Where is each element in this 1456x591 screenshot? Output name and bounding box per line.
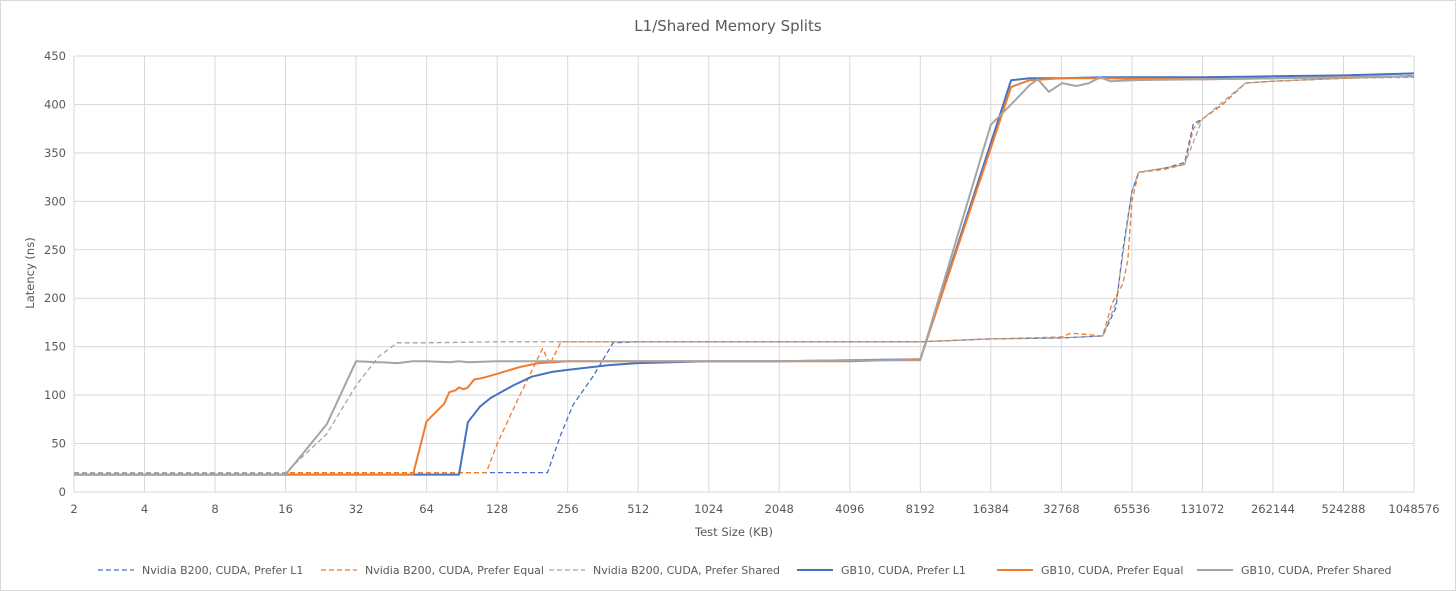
y-tick-label: 400 (44, 97, 66, 111)
series-line-2 (74, 75, 1415, 474)
series-line-3 (74, 76, 1415, 474)
x-tick-label: 512 (627, 502, 649, 516)
x-tick-label: 1048576 (1388, 502, 1439, 516)
y-tick-label: 150 (44, 340, 66, 354)
y-tick-label: 250 (44, 243, 66, 257)
legend: Nvidia B200, CUDA, Prefer L1 Nvidia B200,… (98, 564, 1391, 577)
y-tick-label: 350 (44, 146, 66, 160)
y-axis-title: Latency (ns) (23, 237, 37, 308)
legend-label: Nvidia B200, CUDA, Prefer Shared (593, 564, 780, 577)
y-tick-label: 100 (44, 388, 66, 402)
series-line-6 (74, 75, 1415, 476)
x-tick-label: 131072 (1180, 502, 1224, 516)
x-tick-label: 4096 (835, 502, 864, 516)
x-tick-label: 32768 (1043, 502, 1080, 516)
x-axis-title: Test Size (KB) (694, 525, 773, 539)
x-tick-label: 8 (211, 502, 218, 516)
chart-title: L1/Shared Memory Splits (634, 17, 822, 35)
series-line-5 (74, 75, 1415, 476)
x-tick-label: 2 (70, 502, 77, 516)
legend-label: GB10, CUDA, Prefer Equal (1041, 564, 1183, 577)
x-tick-label: 8192 (906, 502, 935, 516)
x-tick-label: 256 (557, 502, 579, 516)
x-axis-ticks: 2 4 8 16 32 64 128 256 512 1024 2048 4096 8192 16384 3… (70, 502, 1439, 516)
y-tick-label: 50 (51, 437, 66, 451)
series-lines (74, 72, 1415, 476)
x-tick-label: 16 (278, 502, 293, 516)
y-tick-label: 300 (44, 194, 66, 208)
legend-label: GB10, CUDA, Prefer L1 (841, 564, 966, 577)
x-tick-label: 65536 (1114, 502, 1151, 516)
y-tick-label: 200 (44, 291, 66, 305)
series-line-1 (74, 74, 1415, 474)
y-tick-label: 0 (59, 485, 66, 499)
x-tick-label: 4 (141, 502, 148, 516)
y-tick-label: 450 (44, 49, 66, 63)
x-tick-label: 2048 (765, 502, 794, 516)
x-tick-label: 524288 (1322, 502, 1366, 516)
series-line-4 (74, 72, 1415, 476)
x-tick-label: 32 (349, 502, 364, 516)
x-tick-label: 64 (419, 502, 434, 516)
x-tick-label: 1024 (694, 502, 723, 516)
y-axis-ticks: 0 50 100 150 200 250 300 350 400 450 (44, 49, 66, 499)
legend-label: GB10, CUDA, Prefer Shared (1241, 564, 1391, 577)
legend-label: Nvidia B200, CUDA, Prefer L1 (142, 564, 303, 577)
x-tick-label: 262144 (1251, 502, 1295, 516)
grid (73, 55, 1415, 493)
x-tick-label: 16384 (973, 502, 1010, 516)
x-tick-label: 128 (486, 502, 508, 516)
legend-label: Nvidia B200, CUDA, Prefer Equal (365, 564, 544, 577)
